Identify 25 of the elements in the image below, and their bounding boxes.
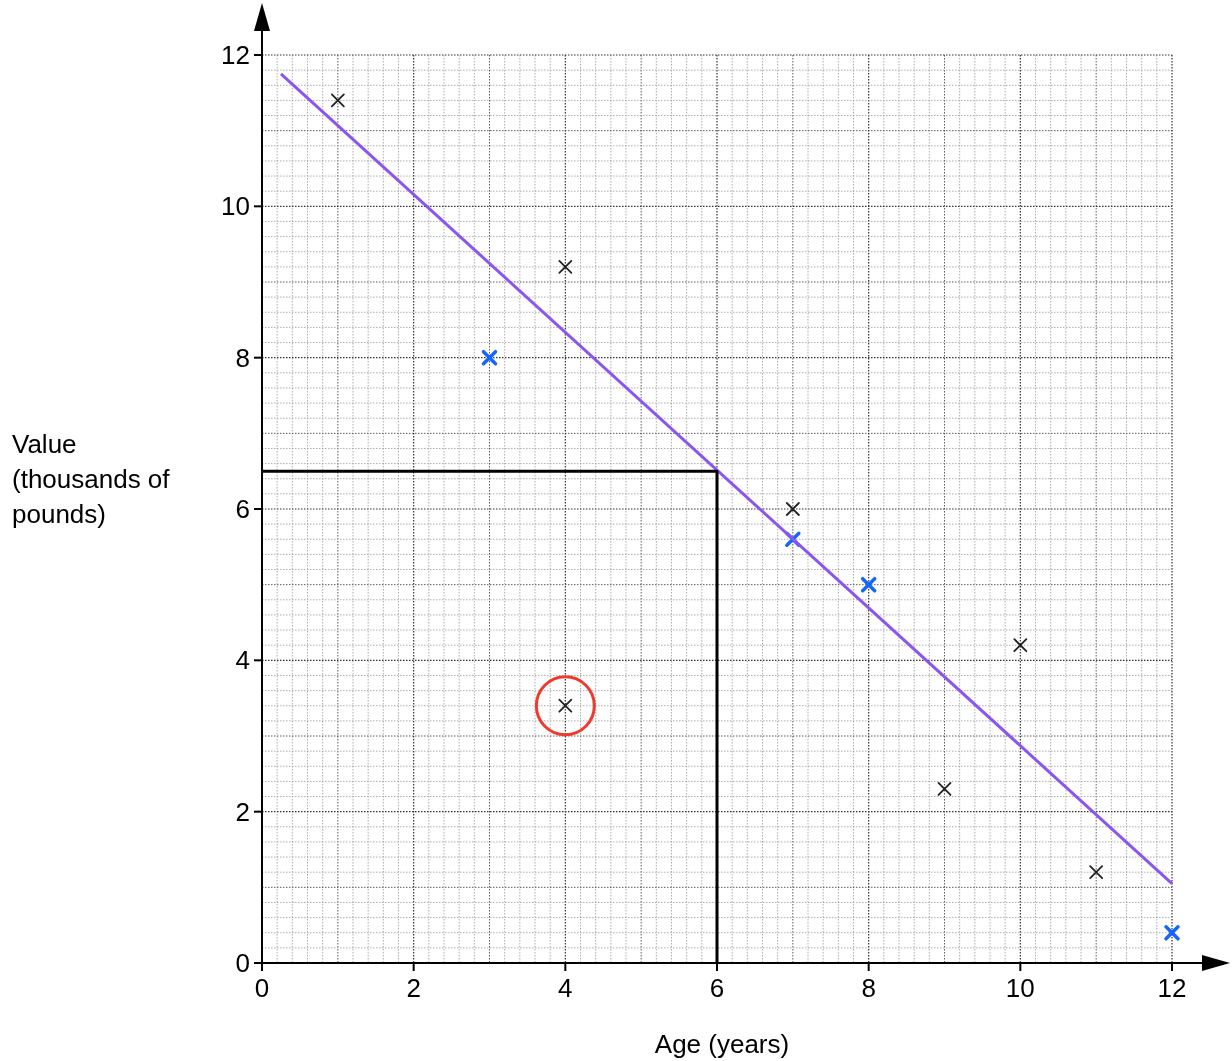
x-tick-label: 8 bbox=[861, 973, 876, 1003]
x-tick-label: 4 bbox=[558, 973, 573, 1003]
x-axis-title: Age (years) bbox=[654, 1029, 790, 1059]
point bbox=[330, 93, 345, 108]
y-tick-label: 2 bbox=[235, 796, 250, 827]
y-tick-label: 10 bbox=[221, 191, 250, 222]
x-tick-label: 2 bbox=[406, 973, 421, 1003]
y-tick-label: 4 bbox=[235, 645, 250, 676]
y-tick-label: 0 bbox=[235, 948, 250, 978]
y-tick-label: 6 bbox=[235, 494, 250, 524]
point bbox=[937, 782, 952, 796]
x-tick-label: 0 bbox=[254, 973, 270, 1003]
y-tick-label: 12 bbox=[221, 40, 250, 70]
point bbox=[1164, 924, 1180, 941]
point bbox=[558, 259, 573, 274]
y-axis-title: Value (thousands of pounds) bbox=[12, 429, 171, 529]
point bbox=[785, 502, 800, 516]
point bbox=[1089, 865, 1104, 880]
x-tick-label: 12 bbox=[1157, 973, 1187, 1003]
point bbox=[481, 349, 498, 366]
y-tick-label: 8 bbox=[235, 342, 250, 373]
x-tick-label: 6 bbox=[709, 973, 725, 1003]
x-tick-label: 10 bbox=[1005, 973, 1035, 1003]
point bbox=[1013, 638, 1028, 653]
point bbox=[860, 576, 877, 593]
